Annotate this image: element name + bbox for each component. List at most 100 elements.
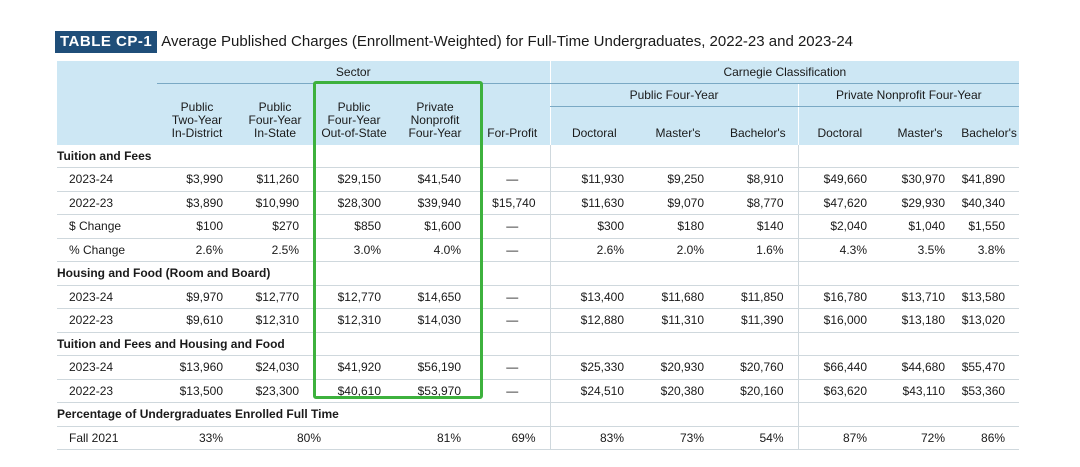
table-cell: $13,020 [959,308,1020,333]
table-cell: $9,070 [638,191,719,215]
col-header: Master's [881,106,960,145]
table-cell: $11,390 [718,308,799,333]
table-cell: $39,940 [395,191,475,215]
table-cell: $20,380 [638,379,719,403]
section-spacer [797,402,1020,427]
col-header: Bachelor's [959,106,1020,145]
table-cell: 3.0% [313,238,395,262]
table-cell: $29,150 [313,167,395,192]
section-row: Percentage of Undergraduates Enrolled Fu… [57,402,1020,427]
carnegie-header: Carnegie Classification [549,61,1020,84]
table-cell: $15,740 [475,191,551,215]
table-cell: $1,550 [959,214,1020,239]
table-row: $ Change $100 $270 $850 $1,600— $300 $180 $140 $… [57,214,1020,239]
table-cell: 33% [157,426,237,450]
col-header: Public Four-Year Out-of-State [313,83,395,145]
table-cell: 4.3% [797,238,882,262]
table-cell: — [475,167,551,192]
section-row: Housing and Food (Room and Board) [57,261,1020,286]
col-header: For-Profit [475,83,551,145]
section-spacer [549,261,799,286]
table-cell: 86% [959,426,1020,450]
table-row: % Change 2.6% 2.5% 3.0% 4.0% —2.6% 2.0% 1.6% 4.3… [57,238,1020,262]
table-cell: $20,160 [718,379,799,403]
table-cell: $56,190 [395,355,475,380]
table-cell: 72% [881,426,960,450]
col-header: Master's [638,106,719,145]
table-cell: 3.5% [881,238,960,262]
table-cell: $180 [638,214,719,239]
section-spacer [797,261,1020,286]
table-cell: 2.5% [237,238,313,262]
table-cell: $1,600 [395,214,475,239]
table-cell: $11,310 [638,308,719,333]
table-cell: $9,250 [638,167,719,192]
table-cell: $13,180 [881,308,960,333]
table-cell: $41,540 [395,167,475,192]
section-title: Housing and Food (Room and Board) [57,261,551,286]
table-cell: $13,710 [881,285,960,309]
table-cell: $47,620 [797,191,882,215]
table-cell: $8,770 [718,191,799,215]
table-cell: 80% [237,426,395,450]
table-cell: 81% [395,426,475,450]
table-cell: $55,470 [959,355,1020,380]
col-header: Public Four-Year In-State [237,83,313,145]
table-cell: — [475,308,551,333]
table-title: TABLE CP-1 Average Published Charges (En… [55,31,853,53]
section-title: Percentage of Undergraduates Enrolled Fu… [57,402,551,427]
row-label: Fall 2021 [57,426,157,450]
table-cell: $24,510 [549,379,639,403]
table-cell: $20,760 [718,355,799,380]
table-cell: 4.0% [395,238,475,262]
table-cell: 87% [797,426,882,450]
table-cell: 2.6% [157,238,237,262]
table-row: 2023-24 $9,970 $12,770 $12,770 $14,650— $13,4… [57,285,1020,309]
section-spacer [797,144,1020,168]
table-cell: $25,330 [549,355,639,380]
row-label: 2023-24 [57,285,157,309]
table-cell: — [475,238,551,262]
table-cell: 73% [638,426,719,450]
table-cell: $850 [313,214,395,239]
table-row: Fall 2021 33% 80% 81% 69% 83% 73% 54% 87% 72% 86% [57,426,1020,450]
table-cell: $300 [549,214,639,239]
table-cell: $30,970 [881,167,960,192]
table-badge: TABLE CP-1 [55,31,158,53]
table-row: 2022-23 $9,610 $12,310 $12,310 $14,030— $12,8… [57,308,1020,333]
col-header: Private Nonprofit Four-Year [395,83,475,145]
table-cell: $100 [157,214,237,239]
row-label: $ Change [57,214,157,239]
table-cell: 3.8% [959,238,1020,262]
section-title: Tuition and Fees and Housing and Food [57,332,551,356]
table-cell: $28,300 [313,191,395,215]
public-four-year-header: Public Four-Year [549,83,799,107]
table-cell: $66,440 [797,355,882,380]
table-cell: $12,310 [237,308,313,333]
sector-header: Sector [157,61,551,84]
table-cell: $53,970 [395,379,475,403]
table-cell: $14,030 [395,308,475,333]
table-cell: $40,340 [959,191,1020,215]
table-cell: $9,610 [157,308,237,333]
table-cell: — [475,355,551,380]
table-cell: $13,960 [157,355,237,380]
col-header: Doctoral [797,106,882,145]
table-cell: $11,630 [549,191,639,215]
table-cell: $24,030 [237,355,313,380]
row-label: 2022-23 [57,191,157,215]
col-header: Doctoral [549,106,639,145]
table-cell: $11,680 [638,285,719,309]
row-label: 2022-23 [57,308,157,333]
table-cell: $10,990 [237,191,313,215]
section-spacer [549,332,799,356]
row-label: % Change [57,238,157,262]
table-cell: $20,930 [638,355,719,380]
table-cell: $12,310 [313,308,395,333]
table-row: 2022-23 $3,890 $10,990 $28,300 $39,940 $15,74… [57,191,1020,215]
table-cell: 83% [549,426,639,450]
table-cell: $16,780 [797,285,882,309]
private-nonprofit-header: Private Nonprofit Four-Year [797,83,1020,107]
table-cell: $12,880 [549,308,639,333]
table-cell: $13,400 [549,285,639,309]
